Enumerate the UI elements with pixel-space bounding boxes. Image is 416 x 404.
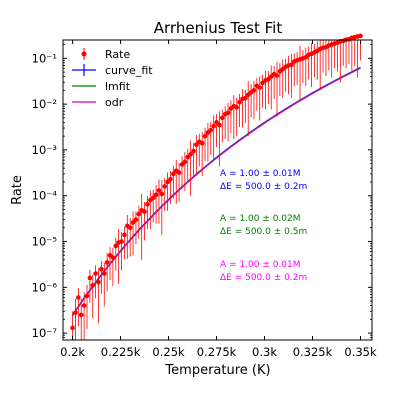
legend-label-odr: odr xyxy=(105,96,124,109)
x-tick-label: 0.25k xyxy=(152,345,185,359)
x-tick-label: 0.2k xyxy=(60,345,85,359)
data-point xyxy=(110,255,116,260)
data-point xyxy=(165,179,170,185)
data-point xyxy=(78,312,84,318)
x-axis-ticks: 0.2k 0.225k 0.25k 0.275k 0.3k 0.325k 0.35k xyxy=(60,40,377,359)
data-point xyxy=(168,176,173,182)
data-point xyxy=(159,191,165,197)
data-point xyxy=(188,152,193,157)
data-point xyxy=(194,142,199,148)
fit-line-odr xyxy=(72,67,361,316)
y-tick-label: 10⁻¹ xyxy=(32,51,57,65)
data-point xyxy=(96,279,101,285)
x-tick-label: 0.225k xyxy=(101,345,141,359)
data-point xyxy=(99,266,104,272)
legend-label-lmfit: lmfit xyxy=(105,80,131,93)
plot-frame xyxy=(62,39,373,341)
y-tick-label: 10⁻² xyxy=(32,97,57,111)
y-tick-label: 10⁻⁶ xyxy=(32,280,58,294)
data-point xyxy=(257,85,263,90)
x-axis-label: Temperature (K) xyxy=(164,363,270,378)
legend-label-rate: Rate xyxy=(105,48,130,61)
data-point xyxy=(142,209,147,214)
data-point xyxy=(243,95,248,101)
fit-annotations: A = 1.00 ± 0.01M ΔE = 500.0 ± 0.2m A = 1.0… xyxy=(220,169,307,283)
data-point xyxy=(136,211,142,217)
data-point xyxy=(179,162,185,167)
fit-curves xyxy=(72,66,361,316)
data-point xyxy=(358,33,363,39)
data-point xyxy=(153,192,159,198)
data-point xyxy=(237,99,242,105)
data-point xyxy=(251,88,257,93)
data-point xyxy=(234,105,239,110)
data-point xyxy=(225,110,231,115)
data-point xyxy=(81,303,87,308)
data-point xyxy=(219,115,225,121)
annotation-energy: ΔE = 500.0 ± 0.2m xyxy=(220,273,307,283)
data-point xyxy=(84,293,90,299)
y-tick-label: 10⁻⁴ xyxy=(32,189,58,203)
x-tick-label: 0.3k xyxy=(252,345,277,359)
legend-label-curve-fit: curve_fit xyxy=(105,64,153,77)
data-point xyxy=(289,62,294,68)
data-point xyxy=(130,220,136,225)
chart-title: Arrhenius Test Fit xyxy=(154,19,283,37)
data-point xyxy=(87,275,93,281)
data-point xyxy=(156,188,162,193)
data-point xyxy=(150,195,156,201)
data-point xyxy=(127,225,133,231)
data-point xyxy=(171,171,176,177)
x-tick-label: 0.275k xyxy=(197,345,237,359)
annotation-amplitude: A = 1.00 ± 0.01M xyxy=(220,260,301,270)
data-point xyxy=(182,159,188,165)
data-point xyxy=(133,217,139,222)
y-axis-ticks: 10⁻⁷ 10⁻⁶ 10⁻⁵ 10⁻⁴ 10⁻³ 10⁻² 10⁻¹ xyxy=(32,44,372,340)
data-point xyxy=(104,260,110,265)
data-points xyxy=(70,33,363,340)
annotation-amplitude: A = 1.00 ± 0.02M xyxy=(220,214,301,224)
x-tick-label: 0.35k xyxy=(344,345,377,359)
data-point xyxy=(199,140,205,146)
y-tick-label: 10⁻³ xyxy=(32,143,58,157)
y-axis-label: Rate xyxy=(10,175,25,205)
data-point xyxy=(176,170,182,175)
annotation-energy: ΔE = 500.0 ± 0.2m xyxy=(220,182,307,192)
data-point xyxy=(76,295,81,300)
data-point xyxy=(119,239,124,244)
data-point xyxy=(217,122,222,128)
data-point xyxy=(145,201,150,207)
data-point xyxy=(73,310,78,315)
data-point xyxy=(162,184,168,189)
data-point xyxy=(101,271,107,276)
data-point xyxy=(191,148,196,154)
y-tick-label: 10⁻⁵ xyxy=(32,235,58,249)
data-point xyxy=(90,283,96,288)
legend-marker-dot xyxy=(81,51,87,57)
data-point xyxy=(93,271,98,276)
data-point xyxy=(202,133,208,139)
data-point xyxy=(70,325,75,331)
annotation-energy: ΔE = 500.0 ± 0.5m xyxy=(220,227,307,237)
data-point xyxy=(274,73,280,78)
data-point xyxy=(208,127,214,133)
data-point xyxy=(113,243,119,249)
annotation-amplitude: A = 1.00 ± 0.01M xyxy=(220,169,301,179)
data-point xyxy=(122,232,127,238)
y-tick-label: 10⁻⁷ xyxy=(32,326,58,340)
data-point xyxy=(211,123,216,129)
x-tick-label: 0.325k xyxy=(293,345,333,359)
